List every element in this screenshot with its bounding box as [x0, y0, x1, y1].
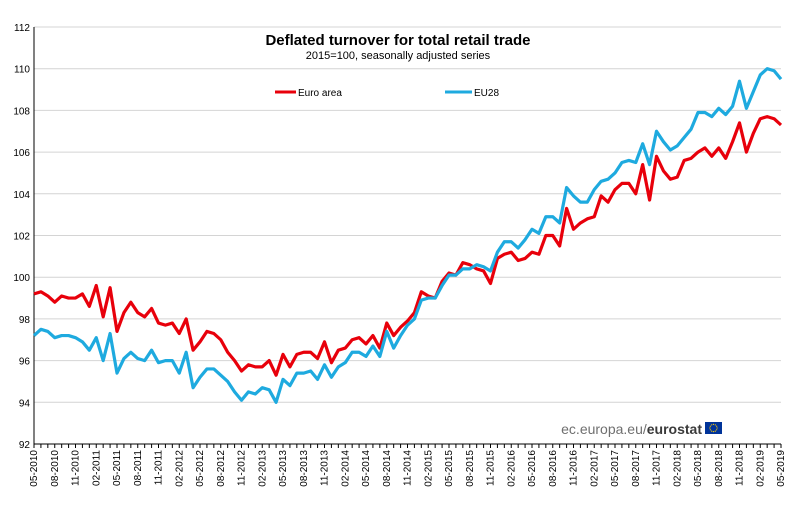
x-tick-label: 02-2014	[340, 450, 351, 487]
y-tick-label: 94	[19, 398, 31, 409]
y-tick-label: 104	[13, 190, 30, 201]
x-tick-label: 05-2016	[527, 450, 538, 487]
y-tick-label: 108	[13, 106, 30, 117]
y-tick-label: 100	[13, 273, 30, 284]
legend-label-euro-area: Euro area	[298, 88, 342, 99]
x-tick-label: 08-2016	[548, 450, 559, 487]
legend-label-eu28: EU28	[474, 88, 499, 99]
x-tick-label: 08-2012	[216, 450, 227, 487]
y-tick-label: 110	[14, 65, 30, 76]
x-tick-label: 11-2014	[403, 450, 414, 486]
flag-star	[709, 427, 711, 429]
x-tick-label: 05-2017	[610, 450, 621, 487]
flag-star	[711, 424, 713, 426]
x-tick-label: 02-2018	[672, 450, 683, 487]
x-tick-label: 02-2015	[423, 450, 434, 487]
x-tick-label: 08-2017	[631, 450, 642, 487]
series-lines	[32, 67, 783, 404]
x-tick-label: 05-2010	[29, 450, 40, 487]
flag-star	[716, 427, 718, 429]
x-tick-label: 02-2019	[755, 450, 766, 487]
x-tick-label: 05-2018	[693, 450, 704, 487]
x-tick-label: 11-2016	[569, 450, 580, 486]
legend: Euro area EU28	[275, 88, 499, 99]
chart-subtitle: 2015=100, seasonally adjusted series	[306, 50, 491, 62]
x-tick-label: 05-2019	[776, 450, 787, 487]
x-tick-label: 08-2013	[299, 450, 310, 487]
x-tick-label: 02-2012	[174, 450, 185, 487]
source-attribution: ec.europa.eu/eurostat	[561, 421, 722, 437]
x-tick-label: 11-2011	[154, 450, 165, 486]
flag-star	[716, 429, 718, 431]
flag-star	[712, 431, 715, 433]
x-tick-label: 05-2012	[195, 450, 206, 487]
source-prefix: ec.europa.eu/	[561, 421, 647, 437]
x-tick-label: 11-2012	[237, 450, 248, 486]
flag-star	[709, 429, 711, 431]
x-tick-label: 08-2014	[382, 450, 393, 487]
x-tick-label: 05-2015	[444, 450, 455, 487]
series-line-euro-area	[33, 115, 783, 377]
x-tick-label: 11-2017	[652, 450, 663, 486]
flag-star	[709, 425, 711, 427]
x-tick-label: 02-2013	[257, 450, 268, 487]
x-tick-label: 05-2011	[112, 450, 123, 486]
x-tick-label: 05-2013	[278, 450, 289, 487]
x-tick-label: 08-2011	[133, 450, 144, 486]
flag-star	[714, 424, 716, 426]
y-tick-label: 102	[13, 232, 30, 243]
x-tick-label: 02-2017	[589, 450, 600, 487]
series-line-eu28	[32, 67, 783, 404]
y-tick-label: 96	[19, 357, 31, 368]
eu-flag-icon	[705, 422, 722, 434]
x-tick-label: 02-2016	[506, 450, 517, 487]
y-axis: 92 94 96 98 100 102 104 106 108 110 112	[13, 23, 30, 451]
x-tick-label: 05-2014	[361, 450, 372, 487]
flag-star	[714, 430, 716, 432]
x-tick-label: 11-2013	[320, 450, 331, 486]
x-tick-label: 08-2015	[465, 450, 476, 487]
y-tick-label: 92	[19, 440, 31, 451]
grid	[34, 26, 781, 445]
y-tick-label: 98	[19, 315, 31, 326]
chart-title: Deflated turnover for total retail trade	[265, 32, 530, 49]
x-tick-label: 11-2015	[486, 450, 497, 486]
y-tick-label: 106	[13, 148, 30, 159]
flag-star	[712, 423, 715, 425]
x-tick-label: 08-2018	[714, 450, 725, 487]
y-tick-label: 112	[14, 23, 30, 34]
flag-star	[716, 425, 718, 427]
svg-text:ec.europa.eu/eurostat: ec.europa.eu/eurostat	[561, 421, 702, 437]
x-tick-label: 11-2010	[71, 450, 82, 486]
x-axis: 05-2010 08-2010 11-2010 02-2011 05-2011 08-20…	[29, 27, 787, 487]
source-brand: eurostat	[647, 421, 703, 437]
x-tick-label: 08-2010	[50, 450, 61, 487]
x-tick-label: 11-2018	[735, 450, 746, 486]
flag-star	[711, 430, 713, 432]
x-tick-label: 02-2011	[91, 450, 102, 486]
